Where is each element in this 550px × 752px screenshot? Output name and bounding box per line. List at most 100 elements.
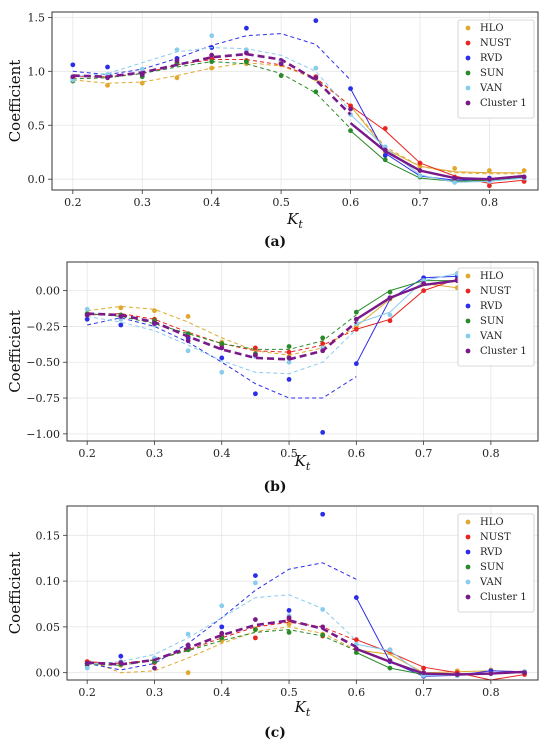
data-point [320,624,326,630]
series-fit-line [87,594,357,665]
data-point [185,642,191,648]
data-point [417,160,423,166]
data-point [487,176,492,182]
data-point [286,377,292,382]
data-point [219,369,225,375]
legend-label-sun: SUN [480,316,504,327]
panel-label: (b) [263,479,286,495]
data-point [348,128,353,134]
panel-c: 0.2 0.3 0.4 0.5 0.6 0.7 0.8 0.00 0.05 0.10 0.15 Kt C… [6,505,539,741]
data-point [84,306,90,312]
data-point [320,430,326,435]
legend-marker-hlo [465,273,471,279]
data-point [348,106,353,112]
data-point [488,671,494,676]
data-point [185,348,191,354]
legend-label-hlo: HLO [480,271,504,282]
legend-label-cluster-1: Cluster 1 [480,346,527,357]
plot-content [70,18,527,189]
data-point [387,312,393,318]
data-point [209,65,215,71]
panel-label: (a) [264,234,286,250]
legend-marker-hlo [465,25,471,31]
panel-label: (c) [264,725,286,741]
data-point [219,624,225,630]
data-point [313,89,319,95]
legend-marker-van [465,333,471,339]
series-fit-line [72,62,525,175]
y-tick-label: 0.00 [36,285,61,298]
panel-a: 0.2 0.3 0.4 0.5 0.6 0.7 0.8 0.0 0.5 1.0 1.5 Kt Coeff… [6,11,539,250]
legend-label-rvd: RVD [480,301,502,312]
y-axis-label: Coefficient [6,552,24,635]
x-tick-label: 0.4 [213,447,231,460]
data-point [105,75,110,81]
y-axis-label: Coefficient [6,310,24,393]
legend-marker-van [465,85,471,91]
legend-marker-sun [465,70,471,76]
series-fit-line [87,315,357,375]
x-tick-label: 0.5 [280,686,298,699]
x-axis-label-subscript: t [298,218,303,231]
data-point [118,653,124,659]
x-tick-label: 0.5 [272,196,290,209]
x-axis-label: Kt [294,452,311,473]
data-point [152,665,157,671]
data-point [353,646,359,652]
legend-label-nust: NUST [480,532,511,543]
data-point [84,312,90,318]
data-point [152,321,157,326]
data-point [253,573,258,578]
data-point [118,322,124,328]
data-point [313,75,319,81]
data-point [353,326,359,332]
x-tick-label: 0.8 [482,686,500,699]
series-cluster-1 [84,615,527,677]
legend-marker-sun [465,318,471,324]
legend-box [457,267,535,367]
data-point [320,348,326,354]
y-tick-label: −0.75 [26,392,60,405]
x-tick-label: 0.3 [146,686,164,699]
data-point [286,608,292,613]
y-tick-label: 1.5 [28,11,46,24]
y-tick-label: 1.0 [28,65,46,78]
series-fit-line [87,313,357,353]
data-point [174,47,180,53]
data-point [387,318,393,324]
data-point [421,670,427,676]
plot-area [52,12,538,190]
data-point [209,33,215,39]
legend-label-rvd: RVD [480,547,502,558]
data-point [353,650,359,655]
data-point [313,18,319,24]
data-point [105,64,110,70]
data-point [286,355,292,361]
legend: HLO NUST RVD SUN VAN Cluster 1 [457,513,535,613]
legend-label-van: VAN [479,331,503,342]
plot-content [84,511,527,680]
data-point [209,52,215,58]
y-tick-label: −1.00 [26,428,60,441]
legend: HLO NUST RVD SUN VAN Cluster 1 [457,267,535,367]
legend-marker-cluster-1 [465,100,471,106]
data-point [219,603,225,609]
data-point [320,335,326,341]
data-point [70,62,76,68]
data-point [353,361,359,367]
data-point [521,174,527,180]
data-point [348,86,353,91]
data-point [286,359,292,365]
x-tick-label: 0.5 [280,447,298,460]
data-point [353,316,359,322]
data-point [421,281,427,286]
x-tick-label: 0.4 [213,686,231,699]
data-point [382,153,388,158]
y-axis-label: Coefficient [6,60,24,143]
data-point [70,74,76,80]
series-solid-line [355,647,525,676]
data-point [487,168,492,173]
legend: HLO NUST RVD SUN VAN Cluster 1 [457,19,535,119]
legend-box [457,19,535,119]
